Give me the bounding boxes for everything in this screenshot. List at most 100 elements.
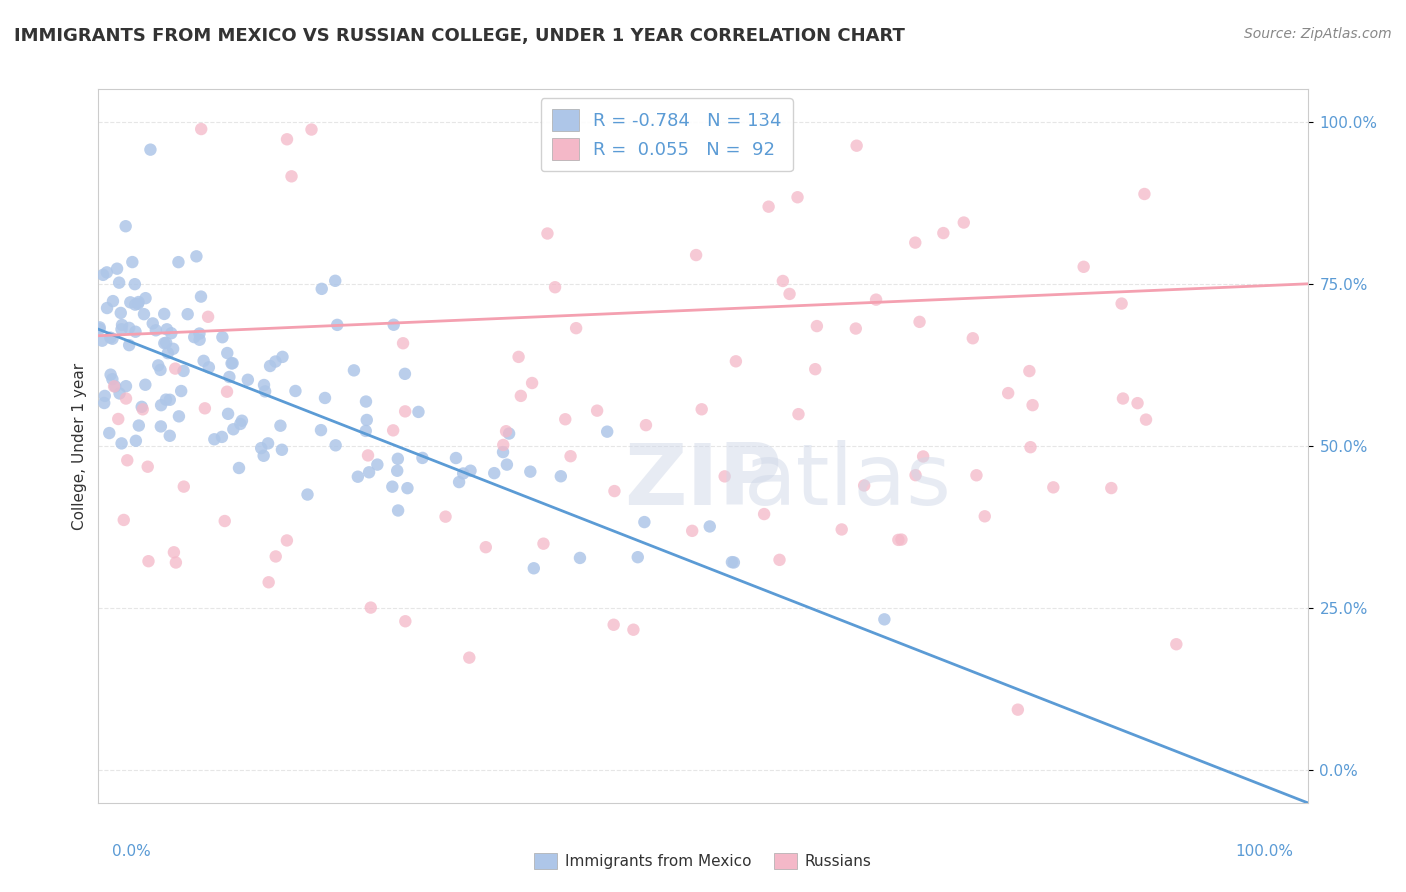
Point [519, 465, 541, 479]
Point [396, 481, 419, 495]
Point [1133, 186, 1156, 201]
Point [1112, 392, 1135, 406]
Legend: R = -0.784   N = 134, R =  0.055   N =  92: R = -0.784 N = 134, R = 0.055 N = 92 [541, 98, 793, 171]
Point [627, 550, 650, 565]
Point [138, 554, 160, 568]
Point [382, 318, 405, 332]
Point [231, 414, 253, 428]
Point [202, 432, 225, 446]
Point [280, 169, 302, 184]
Point [101, 372, 124, 386]
Point [831, 523, 853, 537]
Point [128, 418, 150, 433]
Point [110, 306, 132, 320]
Point [117, 453, 139, 467]
Point [188, 326, 211, 341]
Point [475, 540, 498, 554]
Point [387, 464, 409, 478]
Point [159, 392, 181, 407]
Point [163, 545, 186, 559]
Point [139, 143, 162, 157]
Point [297, 487, 319, 501]
Point [218, 370, 240, 384]
Point [156, 346, 179, 360]
Point [155, 392, 177, 407]
Point [1019, 440, 1042, 454]
Point [98, 425, 121, 440]
Point [381, 480, 404, 494]
Point [190, 122, 212, 136]
Point [1099, 481, 1122, 495]
Point [167, 409, 190, 424]
Point [188, 333, 211, 347]
Point [356, 413, 378, 427]
Point [544, 280, 567, 294]
Point [508, 350, 530, 364]
Point [908, 315, 931, 329]
Point [451, 467, 474, 481]
Text: ZIP: ZIP [624, 440, 782, 524]
Point [284, 384, 307, 398]
Point [449, 475, 471, 489]
Point [932, 226, 955, 240]
Point [326, 318, 349, 332]
Point [392, 336, 415, 351]
Point [411, 450, 433, 465]
Point [912, 450, 935, 464]
Point [366, 458, 388, 472]
Point [264, 549, 287, 564]
Text: 100.0%: 100.0% [1236, 845, 1294, 859]
Point [253, 378, 276, 392]
Point [271, 442, 294, 457]
Point [145, 323, 167, 337]
Point [603, 484, 626, 499]
Point [520, 376, 543, 390]
Point [550, 469, 572, 483]
Point [160, 326, 183, 341]
Point [165, 361, 187, 376]
Point [155, 335, 177, 350]
Point [271, 350, 294, 364]
Point [101, 332, 124, 346]
Point [108, 276, 131, 290]
Point [211, 330, 233, 344]
Point [125, 434, 148, 448]
Point [965, 468, 987, 483]
Point [120, 295, 142, 310]
Point [533, 537, 555, 551]
Point [89, 322, 111, 336]
Point [354, 424, 377, 438]
Point [131, 400, 153, 414]
Point [887, 533, 910, 547]
Point [325, 438, 347, 452]
Text: Source: ZipAtlas.com: Source: ZipAtlas.com [1244, 27, 1392, 41]
Point [311, 282, 333, 296]
Point [623, 623, 645, 637]
Point [165, 556, 187, 570]
Point [394, 404, 416, 418]
Point [269, 418, 291, 433]
Point [633, 515, 655, 529]
Point [873, 612, 896, 626]
Point [560, 449, 582, 463]
Point [112, 513, 135, 527]
Point [150, 398, 173, 412]
Point [1018, 364, 1040, 378]
Point [444, 450, 467, 465]
Point [354, 394, 377, 409]
Point [228, 461, 250, 475]
Point [394, 614, 416, 628]
Point [111, 318, 134, 332]
Point [1135, 412, 1157, 426]
Point [127, 297, 149, 311]
Point [758, 200, 780, 214]
Point [713, 469, 735, 483]
Point [498, 426, 520, 441]
Point [357, 465, 380, 479]
Point [114, 219, 136, 234]
Point [104, 379, 127, 393]
Point [217, 346, 239, 360]
Point [690, 402, 713, 417]
Point [250, 441, 273, 455]
Legend: Immigrants from Mexico, Russians: Immigrants from Mexico, Russians [529, 847, 877, 875]
